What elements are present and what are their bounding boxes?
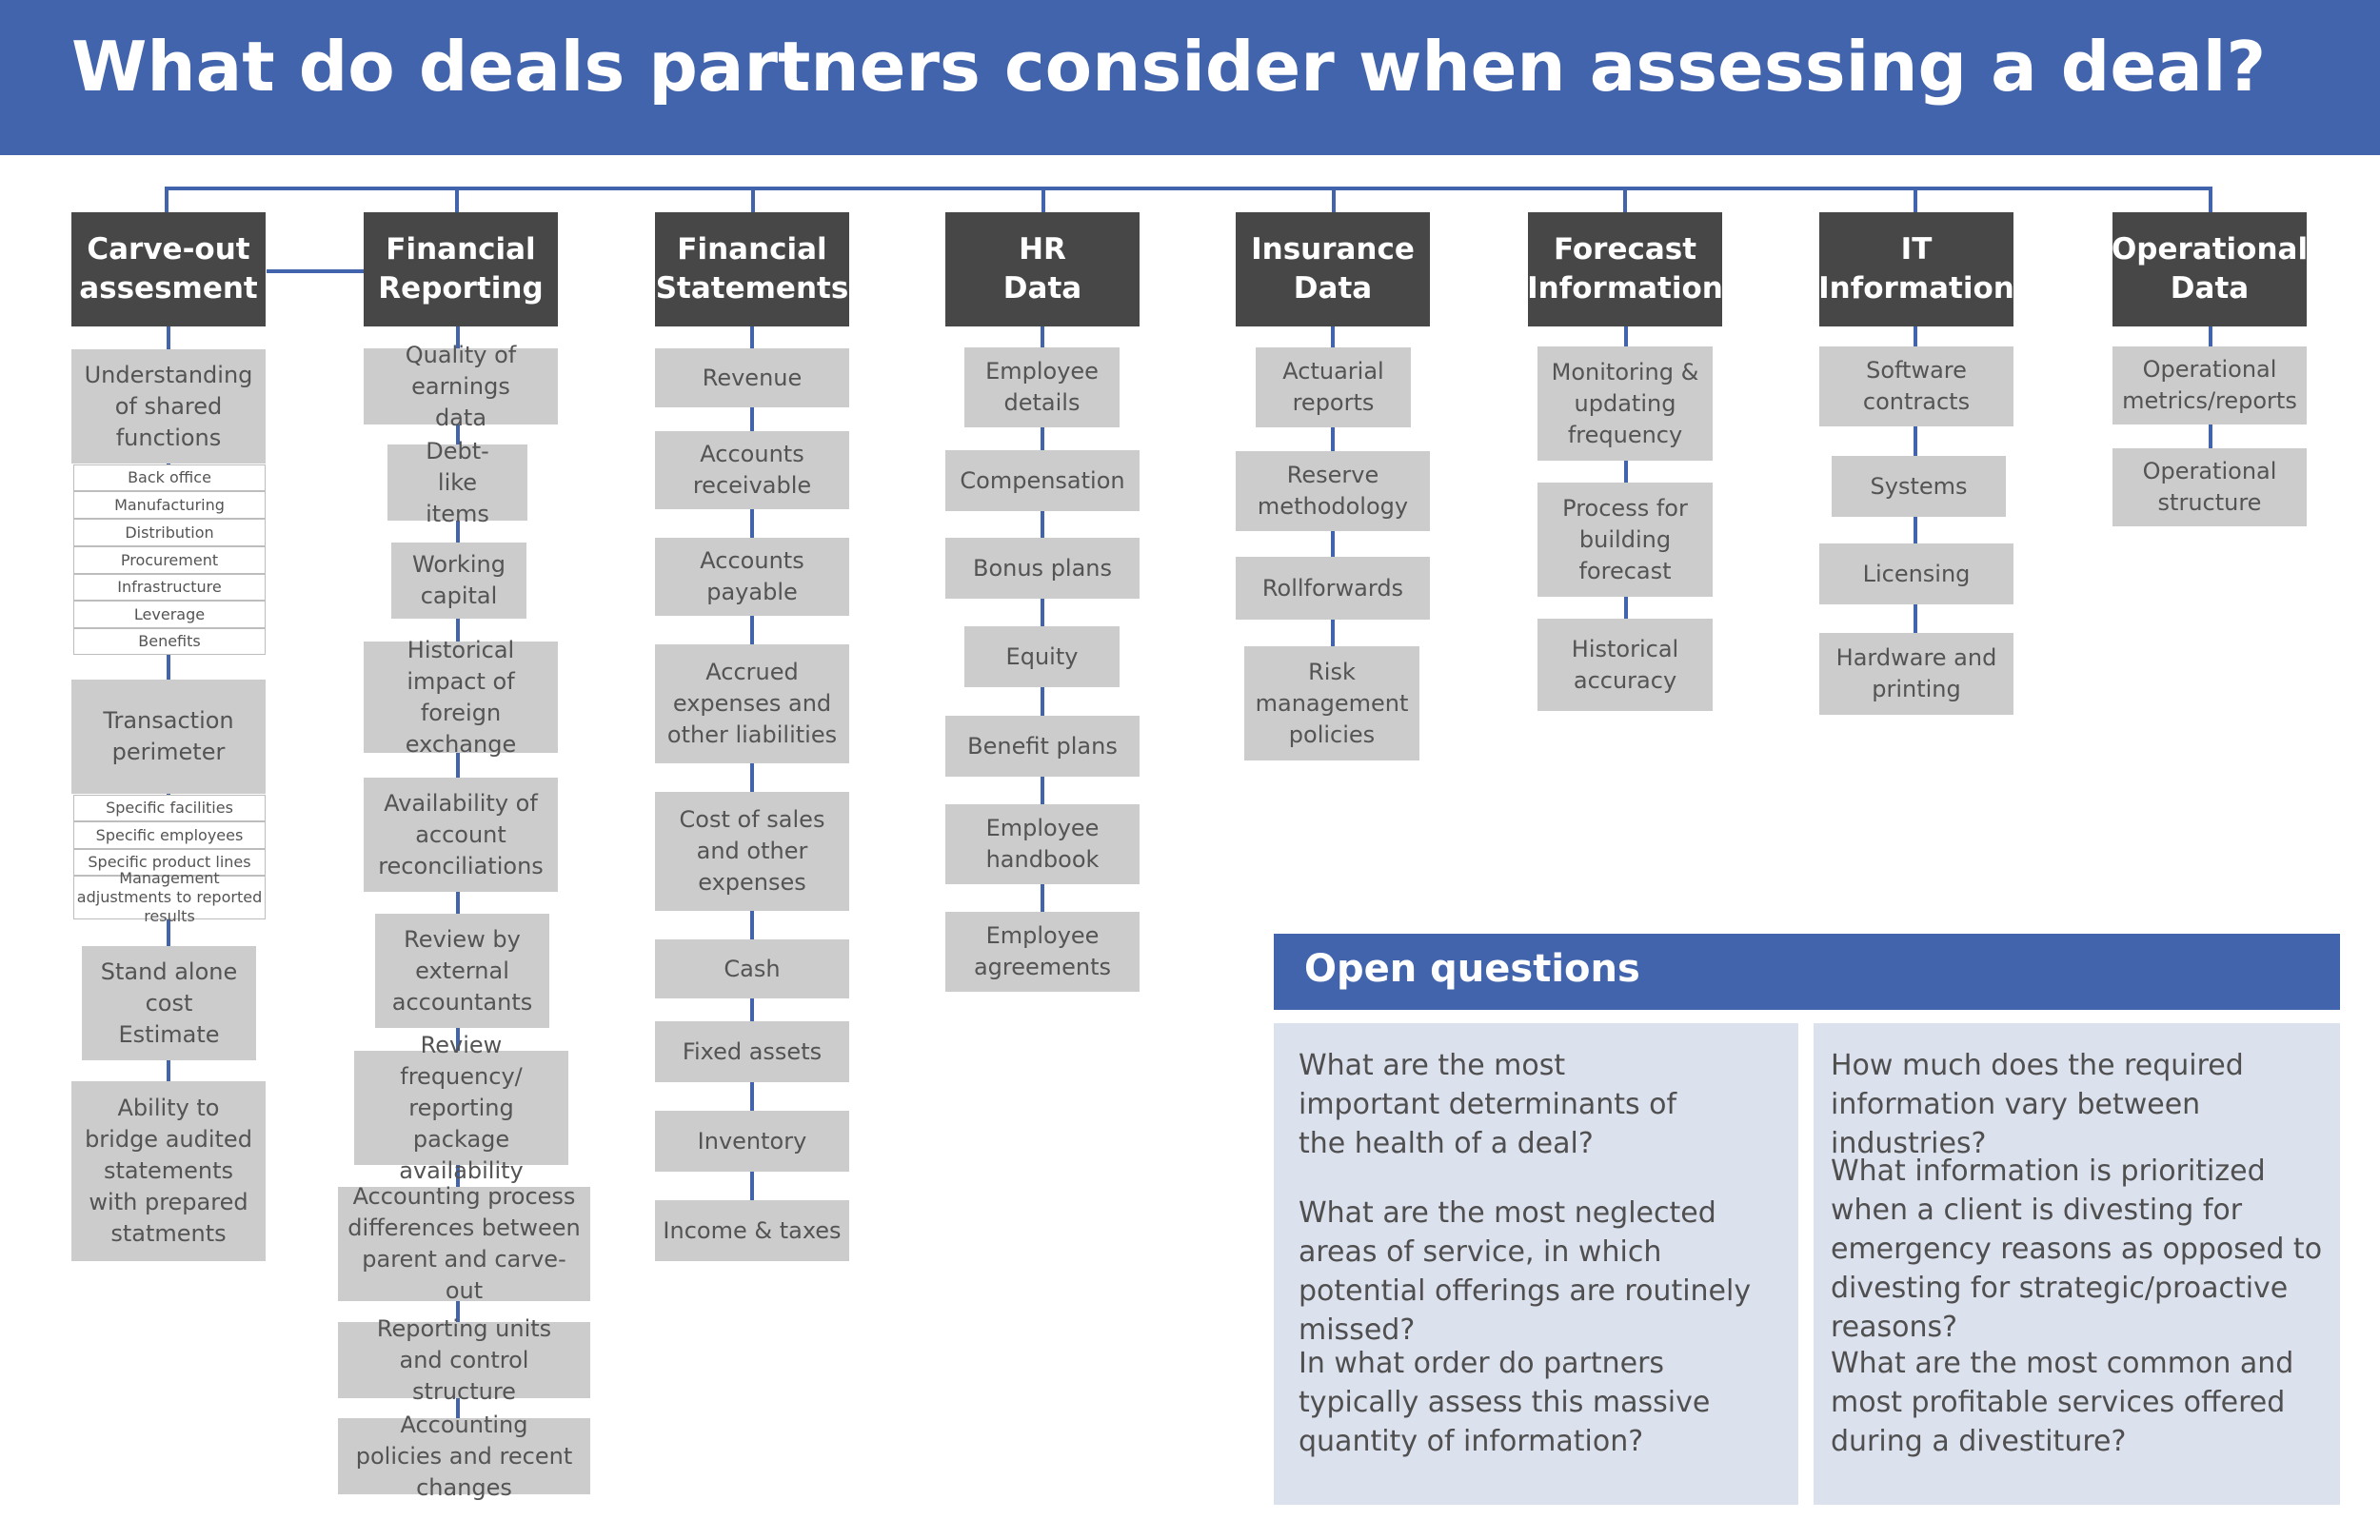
item-box: Cost of sales and other expenses (655, 792, 849, 911)
header-operational-data: Operational Data (2112, 212, 2308, 326)
top-connector (165, 187, 2212, 190)
connector-drop (1041, 187, 1045, 213)
connector-drop (165, 187, 169, 213)
column-connector (750, 326, 754, 1231)
item-box: Equity (964, 626, 1120, 687)
connector-drop (1623, 187, 1627, 213)
item-box: Availability of account reconciliations (364, 778, 558, 892)
item-box: Accounts receivable (655, 431, 849, 509)
item-box: Systems (1832, 456, 2006, 517)
item-box: Bonus plans (945, 538, 1140, 599)
sub-item: Leverage (73, 601, 266, 628)
item-box: Employee details (964, 347, 1120, 427)
item-box: Working capital (391, 543, 526, 619)
question: What are the most important determinants… (1299, 1049, 1677, 1160)
item-box: Accrued expenses and other liabilities (655, 644, 849, 763)
sub-item: Infrastructure (73, 574, 266, 601)
item-box: Compensation (945, 450, 1140, 511)
connector-drop (1332, 187, 1336, 213)
item-box: Employee handbook (945, 804, 1140, 884)
item-box: Reporting units and control structure (338, 1315, 590, 1405)
question: What are the most neglected areas of ser… (1299, 1196, 1752, 1347)
item-box: Stand alone cost Estimate (82, 946, 256, 1060)
header-carve-out: Carve-out assesment (71, 212, 266, 326)
sub-item: Back office (73, 464, 266, 491)
open-questions-right-panel: How much does the required information v… (1814, 1023, 2340, 1505)
item-box: Risk management policies (1244, 646, 1419, 760)
item-box: Accounting process differences between p… (338, 1183, 590, 1304)
item-box: Understanding of shared functions (71, 349, 266, 464)
item-box: Ability to bridge audited statements wit… (71, 1081, 266, 1261)
item-box: Monitoring & updating frequency (1537, 346, 1713, 461)
item-box: Process for building forecast (1537, 483, 1713, 597)
item-box: Benefit plans (945, 716, 1140, 777)
sub-item: Management adjustments to reported resul… (73, 869, 266, 925)
item-box: Reserve methodology (1236, 451, 1430, 531)
connector-drop (2209, 187, 2212, 213)
question: In what order do partners typically asse… (1299, 1347, 1711, 1458)
header-hr-data: HR Data (945, 212, 1140, 326)
item-box: Cash (655, 939, 849, 998)
question: What information is prioritized when a c… (1831, 1155, 2323, 1344)
item-box: Hardware and printing (1819, 633, 2013, 715)
connector-drop (1914, 187, 1917, 213)
header-forecast-information: Forecast Information (1527, 212, 1723, 326)
item-box: Accounting policies and recent changes (338, 1412, 590, 1501)
sub-item: Distribution (73, 519, 266, 546)
item-box: Transaction perimeter (71, 680, 266, 794)
sub-item: Procurement (73, 546, 266, 574)
item-box: Review frequency/ reporting package avai… (354, 1032, 568, 1184)
open-questions-title: Open questions (1304, 947, 1640, 991)
page-title: What do deals partners consider when ass… (71, 27, 2267, 107)
sub-item: Specific facilities (73, 795, 266, 821)
item-box: Inventory (655, 1111, 849, 1172)
connector-drop (455, 187, 459, 213)
item-box: Accounts payable (655, 538, 849, 616)
sub-item: Specific employees (73, 821, 266, 849)
item-box: Income & taxes (655, 1200, 849, 1261)
item-box: Software contracts (1819, 346, 2013, 426)
item-box: Operational structure (2112, 448, 2307, 526)
header-link (267, 269, 364, 273)
item-box: Historical accuracy (1537, 619, 1713, 711)
item-box: Debt-like items (387, 438, 527, 527)
header-it-information: IT Information (1818, 212, 2014, 326)
item-box: Revenue (655, 348, 849, 407)
sub-item: Specific product lines (73, 849, 266, 876)
item-box: Fixed assets (655, 1021, 849, 1082)
item-box: Quality of earnings data (364, 342, 558, 431)
item-box: Historical impact of foreign exchange (364, 637, 558, 758)
item-box: Review by external accountants (375, 914, 549, 1028)
header-insurance-data: Insurance Data (1236, 212, 1430, 326)
item-box: Rollforwards (1236, 557, 1430, 620)
question: What are the most common and most profit… (1831, 1347, 2294, 1458)
header-financial-statements: Financial Statements (655, 212, 849, 326)
item-box: Licensing (1819, 543, 2013, 604)
item-box: Actuarial reports (1256, 347, 1411, 427)
question: How much does the required information v… (1831, 1049, 2244, 1160)
item-box: Employee agreements (945, 912, 1140, 992)
header-financial-reporting: Financial Reporting (364, 212, 558, 326)
open-questions-header: Open questions (1274, 934, 2340, 1010)
connector-drop (751, 187, 755, 213)
open-questions-left-panel: What are the most important determinants… (1274, 1023, 1798, 1505)
title-banner: What do deals partners consider when ass… (0, 0, 2380, 155)
sub-item: Manufacturing (73, 491, 266, 519)
item-box: Operational metrics/reports (2112, 346, 2307, 424)
sub-item: Benefits (73, 628, 266, 655)
